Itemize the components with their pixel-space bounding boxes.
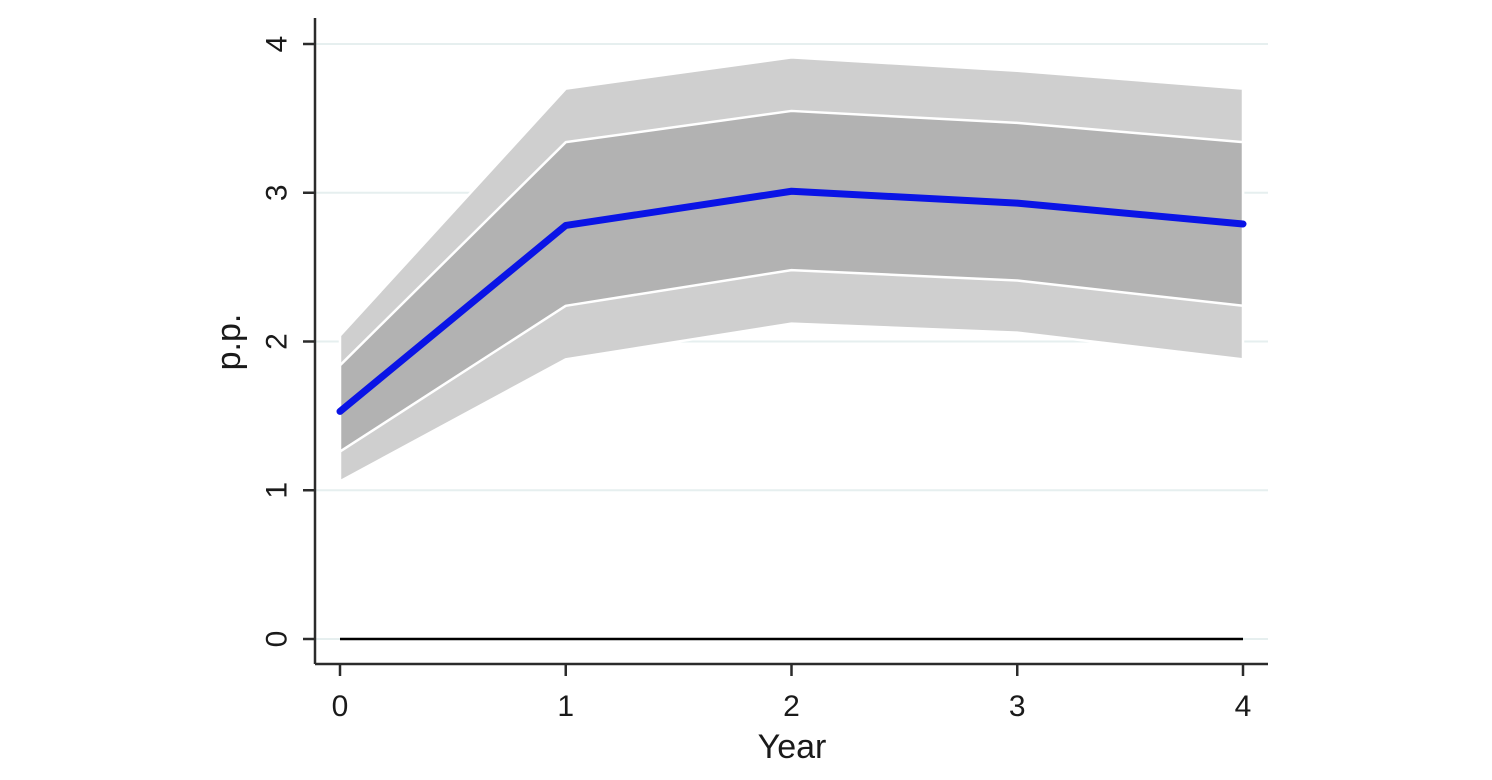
x-tick-label-0: 0 [332,690,349,723]
y-tick-label-2: 2 [261,333,294,350]
y-axis-title: p.p. [210,314,248,371]
x-tick-label-2: 2 [783,690,800,723]
confidence-bands [338,56,1245,483]
confidence-band-inner [338,109,1245,453]
x-tick-label-1: 1 [557,690,574,723]
x-tick-label-3: 3 [1009,690,1026,723]
y-tick-label-1: 1 [261,482,294,499]
x-tick-label-4: 4 [1235,690,1252,723]
y-tick-label-3: 3 [261,184,294,201]
y-tick-label-0: 0 [261,631,294,648]
tick-labels: 0 1 2 3 4 0 1 2 3 4 [261,36,1252,723]
tick-marks [303,42,1245,676]
x-axis-title: Year [758,728,827,766]
y-tick-label-4: 4 [261,36,294,53]
series-lines [336,187,1247,415]
